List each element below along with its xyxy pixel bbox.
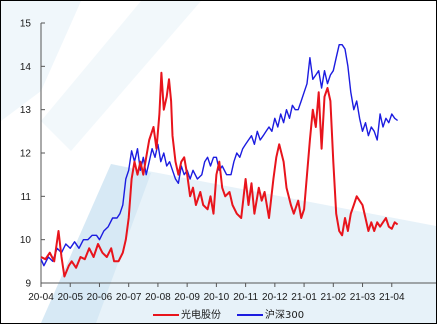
x-tick-label: 21-02 (321, 292, 347, 303)
y-tick-label: 14 (20, 62, 32, 73)
x-tick-label: 21-03 (350, 292, 376, 303)
series-layer (40, 44, 399, 278)
x-tick-label: 20-06 (87, 292, 113, 303)
x-tick-label: 20-07 (116, 292, 142, 303)
y-tick-label: 12 (20, 149, 32, 160)
x-tick-label: 20-10 (204, 292, 230, 303)
y-tick-label: 11 (21, 192, 32, 203)
x-tick-label: 21-01 (291, 292, 317, 303)
x-tick-label: 21-04 (379, 292, 405, 303)
legend-label: 光电股份 (181, 308, 221, 321)
series-line-1 (40, 71, 399, 278)
x-tick-label: 20-08 (145, 292, 171, 303)
y-tick-label: 10 (20, 235, 32, 246)
y-tick-label: 9 (25, 279, 31, 290)
series-line-2 (40, 44, 399, 267)
x-tick-label: 20-04 (28, 292, 54, 303)
y-tick-label: 13 (20, 105, 32, 116)
legend: 光电股份 沪深300 (153, 308, 304, 321)
x-tick-label: 20-11 (233, 292, 258, 303)
legend-label: 沪深300 (265, 308, 304, 321)
y-tick-label: 15 (20, 19, 32, 30)
x-tick-label: 20-05 (57, 292, 83, 303)
x-tick-label: 20-12 (262, 292, 288, 303)
x-tick-label: 20-09 (174, 292, 200, 303)
